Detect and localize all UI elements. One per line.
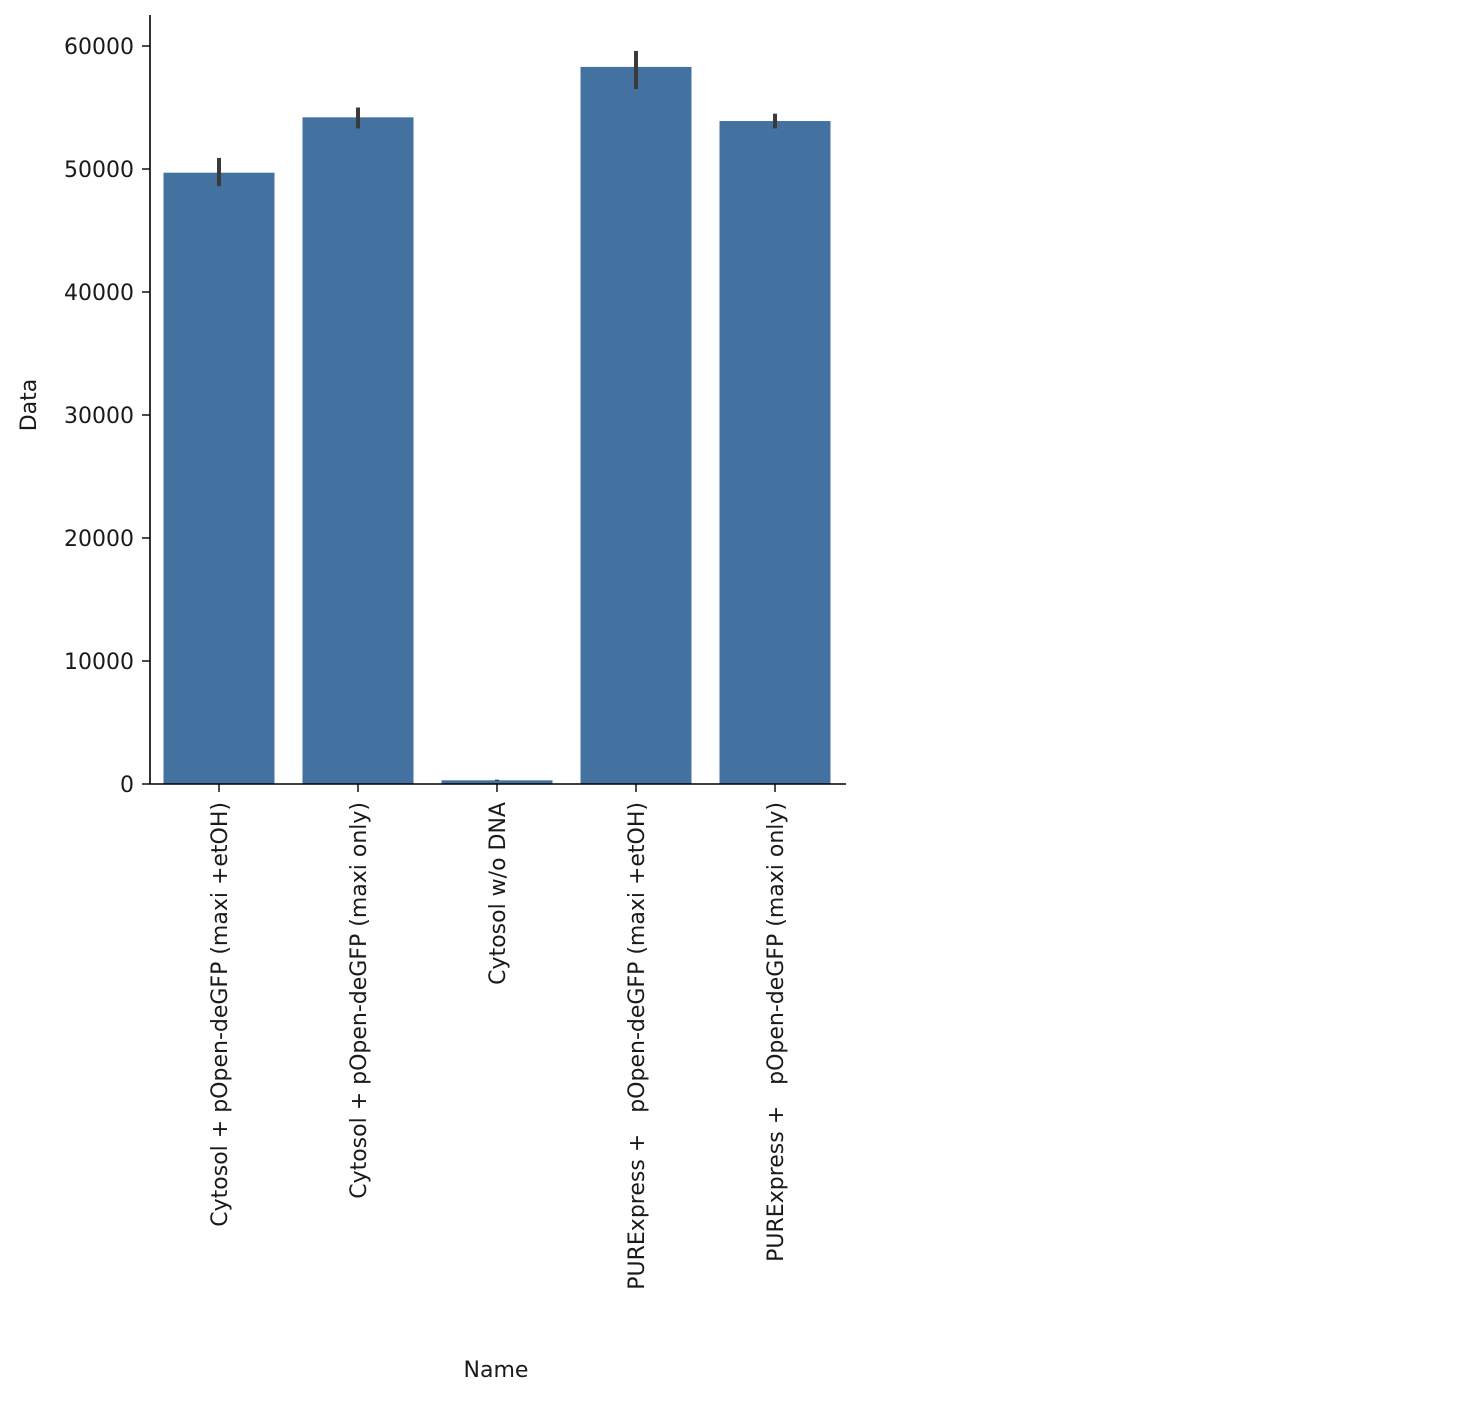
- y-ticks-layer: 0 10000 20000 30000 40000 50000 60000: [64, 35, 150, 798]
- y-tick-label: 40000: [64, 281, 134, 306]
- y-axis-label: Data: [17, 379, 42, 432]
- x-axis-label: Name: [464, 1358, 529, 1383]
- x-tick-label: Cytosol + pOpen-deGFP (maxi +etOH): [208, 802, 233, 1227]
- x-tick-label: PURExpress + pOpen-deGFP (maxi only): [764, 802, 789, 1262]
- bars-layer: [163, 66, 831, 785]
- y-tick-label: 50000: [64, 158, 134, 183]
- errorbars-layer: [217, 50, 777, 781]
- bar-2: [441, 780, 553, 784]
- x-tick-label: PURExpress + pOpen-deGFP (maxi +etOH): [625, 802, 650, 1290]
- x-ticks-layer: Cytosol + pOpen-deGFP (maxi +etOH) Cytoso…: [208, 784, 789, 1290]
- x-tick-label: Cytosol + pOpen-deGFP (maxi only): [347, 802, 372, 1199]
- bar-4: [719, 121, 831, 784]
- y-tick-label: 30000: [64, 404, 134, 429]
- y-tick-label: 0: [120, 773, 134, 798]
- bar-1: [302, 117, 414, 785]
- y-tick-label: 10000: [64, 650, 134, 675]
- y-tick-label: 60000: [64, 35, 134, 60]
- bar-0: [163, 172, 275, 784]
- y-tick-label: 20000: [64, 527, 134, 552]
- x-tick-label: Cytosol w/o DNA: [486, 802, 511, 985]
- axes-layer: [149, 15, 846, 785]
- bar-3: [580, 66, 692, 784]
